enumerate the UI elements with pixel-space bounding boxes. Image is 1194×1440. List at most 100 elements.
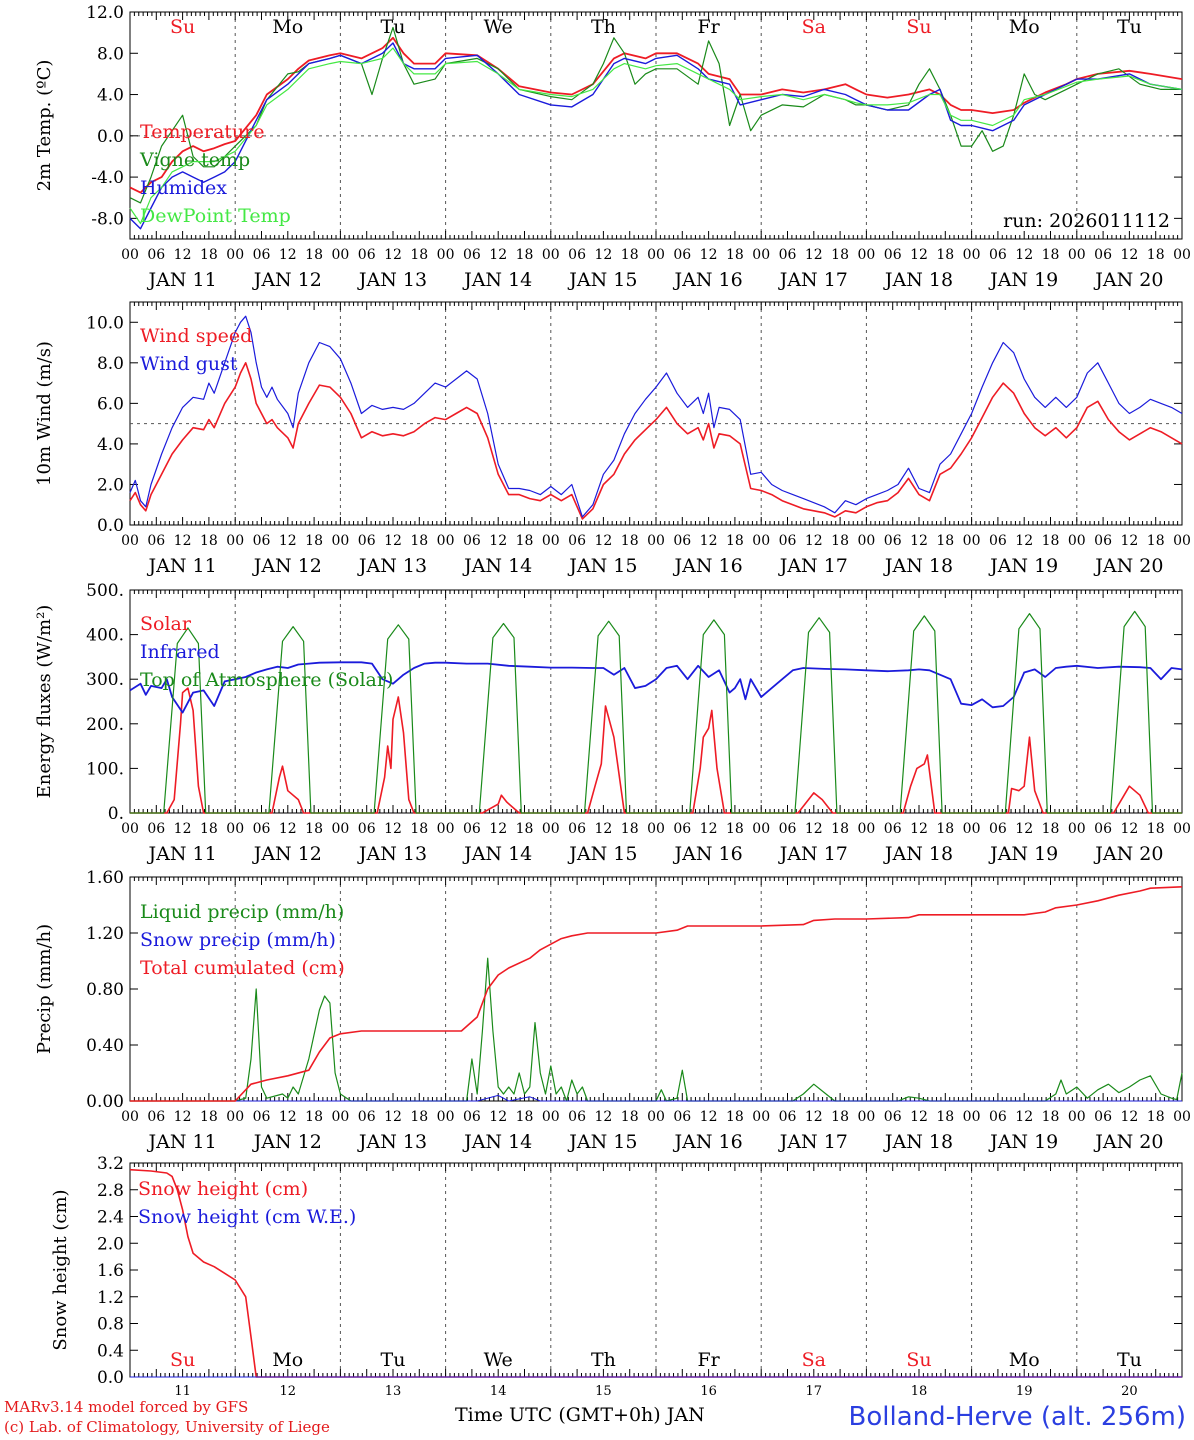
hour-label: 18	[516, 1109, 534, 1125]
y-tick-label: 2.4	[97, 1208, 124, 1228]
hour-label: 00	[542, 821, 560, 837]
hour-label: 12	[1015, 1109, 1033, 1125]
hour-label: 18	[200, 533, 218, 549]
hour-label: 06	[147, 533, 165, 549]
hour-label: 12	[489, 247, 507, 263]
series-snow-height-cm-	[129, 1168, 1182, 1378]
legend-entry: Humidex	[140, 177, 227, 199]
hour-label: 12	[489, 1109, 507, 1125]
hour-label: 06	[673, 247, 691, 263]
hour-label: 00	[857, 1109, 875, 1125]
y-tick-label: 3.2	[97, 1154, 124, 1174]
date-label: JAN 18	[883, 555, 953, 577]
hour-label: 18	[621, 1109, 639, 1125]
date-label: JAN 19	[988, 269, 1058, 291]
hour-label: 00	[226, 821, 244, 837]
hour-label: 00	[963, 247, 981, 263]
hour-label: 06	[358, 533, 376, 549]
hour-label: 06	[1094, 247, 1112, 263]
hour-label: 06	[1094, 533, 1112, 549]
hour-label: 06	[147, 821, 165, 837]
hour-label: 12	[700, 1109, 718, 1125]
hour-label: 00	[752, 247, 770, 263]
hour-label: 06	[463, 247, 481, 263]
legend-entry: Snow height (cm W.E.)	[138, 1206, 356, 1228]
panel-wind: 10.0 8.0 6.0 4.0 2.0 0.0 10m Wind (m/s) Wind sp…	[34, 301, 1191, 577]
hour-label: 06	[884, 247, 902, 263]
hour-label: 06	[568, 821, 586, 837]
hour-label: 00	[752, 821, 770, 837]
hour-label: 06	[779, 247, 797, 263]
hour-label: 00	[331, 247, 349, 263]
y-tick-label: 0.0	[97, 516, 124, 536]
hour-label: 06	[358, 247, 376, 263]
hour-label: 18	[726, 821, 744, 837]
y-tick-label: 200.	[86, 715, 124, 735]
hour-label: 12	[594, 247, 612, 263]
date-label: JAN 12	[252, 1131, 322, 1153]
run-label: run: 2026011112	[1003, 210, 1170, 232]
series-temperature	[129, 36, 1183, 194]
hour-label: 18	[936, 533, 954, 549]
hour-label: 00	[121, 821, 139, 837]
hour-label: 00	[331, 1109, 349, 1125]
hour-label: 12	[279, 1109, 297, 1125]
hour-label: 00	[437, 1109, 455, 1125]
hour-label: 18	[516, 247, 534, 263]
hour-label: 12	[1120, 821, 1138, 837]
hour-label: 12	[805, 821, 823, 837]
hour-label: 18	[200, 821, 218, 837]
hour-label: 06	[568, 533, 586, 549]
date-label: JAN 14	[462, 555, 532, 577]
hour-label: 18	[305, 821, 323, 837]
y-tick-label: 0.0	[97, 1368, 124, 1388]
meteogram-chart: 12.0 8.0 4.0 0.0 -4.0 -8.0 2m Temp. (ºC) Temper…	[34, 3, 1191, 1399]
hour-label: 18	[305, 247, 323, 263]
y-axis-label: Precip (mm/h)	[34, 924, 55, 1054]
hour-label: 18	[1042, 1109, 1060, 1125]
hour-label: 00	[647, 1109, 665, 1125]
series-solar	[130, 687, 1182, 814]
date-label: JAN 11	[147, 555, 217, 577]
hour-label: 06	[253, 1109, 271, 1125]
hour-label: 00	[1173, 821, 1191, 837]
hour-label: 12	[174, 1109, 192, 1125]
weekday-label: We	[484, 16, 513, 38]
date-label: JAN 16	[673, 555, 743, 577]
series-humidex	[129, 42, 1183, 230]
hour-label: 06	[147, 1109, 165, 1125]
y-tick-label: 4.0	[97, 435, 124, 455]
weekday-label: Mo	[272, 16, 303, 38]
hour-label: 00	[226, 533, 244, 549]
date-label: JAN 11	[147, 269, 217, 291]
y-tick-label: -4.0	[91, 168, 124, 188]
hour-label: 06	[779, 533, 797, 549]
date-label: JAN 15	[567, 1131, 637, 1153]
hour-label: 06	[673, 1109, 691, 1125]
y-tick-label: 2.0	[97, 475, 124, 495]
credit-line-2: (c) Lab. of Climatology, University of L…	[4, 1418, 330, 1436]
weekday-label: Tu	[1117, 16, 1142, 38]
hour-label: 12	[594, 533, 612, 549]
y-tick-label: 2.0	[97, 1234, 124, 1254]
hour-label: 00	[752, 1109, 770, 1125]
y-tick-label: 500.	[86, 581, 124, 601]
hour-label: 12	[805, 247, 823, 263]
day-number-label: 11	[174, 1384, 191, 1399]
hour-label: 06	[253, 821, 271, 837]
y-tick-label: 400.	[86, 626, 124, 646]
day-number-label: 20	[1121, 1384, 1138, 1399]
hour-label: 12	[279, 821, 297, 837]
legend-entry: Solar	[140, 613, 192, 635]
hour-label: 06	[884, 821, 902, 837]
hour-label: 00	[121, 247, 139, 263]
date-label: JAN 13	[357, 555, 427, 577]
hour-label: 12	[1015, 821, 1033, 837]
hour-label: 12	[700, 533, 718, 549]
hour-label: 00	[1068, 821, 1086, 837]
hour-label: 12	[279, 533, 297, 549]
hour-label: 00	[647, 821, 665, 837]
day-number-label: 18	[911, 1384, 928, 1399]
hour-label: 12	[489, 821, 507, 837]
hour-label: 18	[726, 533, 744, 549]
